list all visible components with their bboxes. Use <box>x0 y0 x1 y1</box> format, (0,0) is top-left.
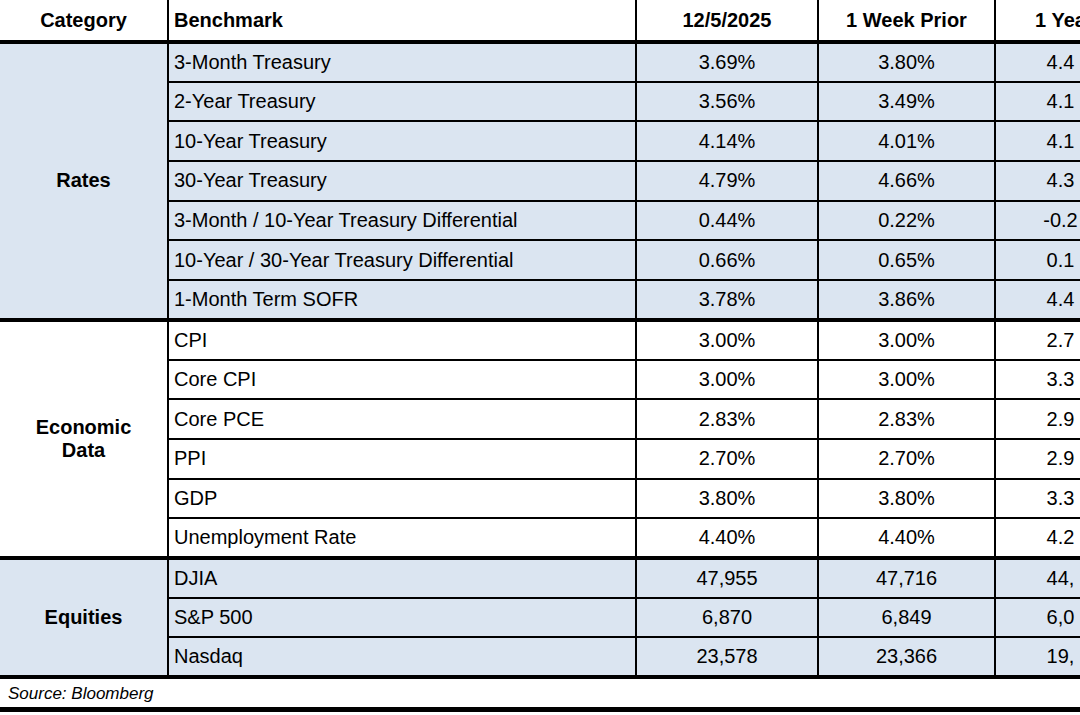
year-prior-value-cell: -0.2 <box>995 201 1080 241</box>
week-prior-value-cell: 0.22% <box>818 201 995 241</box>
benchmark-cell: CPI <box>168 320 636 360</box>
year-prior-value-cell: 4.4 <box>995 280 1080 320</box>
table-row: Economic DataCPI3.00%3.00%2.7 <box>0 320 1080 360</box>
benchmark-cell: 3-Month / 10-Year Treasury Differential <box>168 201 636 241</box>
current-value-cell: 4.14% <box>636 121 818 161</box>
week-prior-value-cell: 3.00% <box>818 320 995 360</box>
current-value-cell: 2.70% <box>636 439 818 479</box>
week-prior-value-cell: 2.83% <box>818 399 995 439</box>
header-week-prior: 1 Week Prior <box>818 0 995 42</box>
year-prior-value-cell: 3.3 <box>995 479 1080 519</box>
benchmark-cell: PPI <box>168 439 636 479</box>
current-value-cell: 3.00% <box>636 360 818 400</box>
header-row: Category Benchmark 12/5/2025 1 Week Prio… <box>0 0 1080 42</box>
header-category: Category <box>0 0 168 42</box>
year-prior-value-cell: 3.3 <box>995 360 1080 400</box>
header-year-prior: 1 Yea <box>995 0 1080 42</box>
week-prior-value-cell: 47,716 <box>818 558 995 598</box>
table-row: Rates3-Month Treasury3.69%3.80%4.4 <box>0 42 1080 82</box>
year-prior-value-cell: 6,0 <box>995 598 1080 638</box>
benchmark-report-page: Category Benchmark 12/5/2025 1 Week Prio… <box>0 0 1080 715</box>
benchmark-cell: GDP <box>168 479 636 519</box>
week-prior-value-cell: 3.80% <box>818 42 995 82</box>
current-value-cell: 4.40% <box>636 518 818 558</box>
benchmark-cell: Unemployment Rate <box>168 518 636 558</box>
week-prior-value-cell: 4.01% <box>818 121 995 161</box>
year-prior-value-cell: 2.7 <box>995 320 1080 360</box>
header-benchmark: Benchmark <box>168 0 636 42</box>
week-prior-value-cell: 3.00% <box>818 360 995 400</box>
benchmark-cell: 1-Month Term SOFR <box>168 280 636 320</box>
current-value-cell: 47,955 <box>636 558 818 598</box>
benchmark-cell: DJIA <box>168 558 636 598</box>
benchmark-cell: 10-Year Treasury <box>168 121 636 161</box>
week-prior-value-cell: 23,366 <box>818 637 995 677</box>
week-prior-value-cell: 6,849 <box>818 598 995 638</box>
year-prior-value-cell: 2.9 <box>995 399 1080 439</box>
year-prior-value-cell: 4.1 <box>995 121 1080 161</box>
benchmark-cell: S&P 500 <box>168 598 636 638</box>
year-prior-value-cell: 2.9 <box>995 439 1080 479</box>
current-value-cell: 4.79% <box>636 161 818 201</box>
current-value-cell: 3.56% <box>636 82 818 122</box>
benchmark-cell: Core CPI <box>168 360 636 400</box>
week-prior-value-cell: 0.65% <box>818 240 995 280</box>
current-value-cell: 0.44% <box>636 201 818 241</box>
year-prior-value-cell: 0.1 <box>995 240 1080 280</box>
year-prior-value-cell: 44, <box>995 558 1080 598</box>
benchmark-cell: 3-Month Treasury <box>168 42 636 82</box>
week-prior-value-cell: 3.49% <box>818 82 995 122</box>
current-value-cell: 23,578 <box>636 637 818 677</box>
current-value-cell: 3.80% <box>636 479 818 519</box>
year-prior-value-cell: 4.2 <box>995 518 1080 558</box>
bottom-rule <box>0 707 1080 712</box>
current-value-cell: 3.69% <box>636 42 818 82</box>
year-prior-value-cell: 4.4 <box>995 42 1080 82</box>
source-note: Source: Bloomberg <box>8 684 154 704</box>
current-value-cell: 6,870 <box>636 598 818 638</box>
week-prior-value-cell: 3.80% <box>818 479 995 519</box>
week-prior-value-cell: 2.70% <box>818 439 995 479</box>
year-prior-value-cell: 4.3 <box>995 161 1080 201</box>
benchmark-cell: 10-Year / 30-Year Treasury Differential <box>168 240 636 280</box>
benchmark-cell: 30-Year Treasury <box>168 161 636 201</box>
current-value-cell: 0.66% <box>636 240 818 280</box>
table-row: EquitiesDJIA47,95547,71644, <box>0 558 1080 598</box>
benchmark-cell: Core PCE <box>168 399 636 439</box>
category-cell: Economic Data <box>0 320 168 558</box>
category-cell: Equities <box>0 558 168 677</box>
week-prior-value-cell: 3.86% <box>818 280 995 320</box>
current-value-cell: 2.83% <box>636 399 818 439</box>
benchmark-cell: 2-Year Treasury <box>168 82 636 122</box>
header-current-date: 12/5/2025 <box>636 0 818 42</box>
year-prior-value-cell: 19, <box>995 637 1080 677</box>
current-value-cell: 3.78% <box>636 280 818 320</box>
benchmark-table: Category Benchmark 12/5/2025 1 Week Prio… <box>0 0 1080 679</box>
current-value-cell: 3.00% <box>636 320 818 360</box>
category-cell: Rates <box>0 42 168 320</box>
year-prior-value-cell: 4.1 <box>995 82 1080 122</box>
week-prior-value-cell: 4.66% <box>818 161 995 201</box>
benchmark-cell: Nasdaq <box>168 637 636 677</box>
week-prior-value-cell: 4.40% <box>818 518 995 558</box>
